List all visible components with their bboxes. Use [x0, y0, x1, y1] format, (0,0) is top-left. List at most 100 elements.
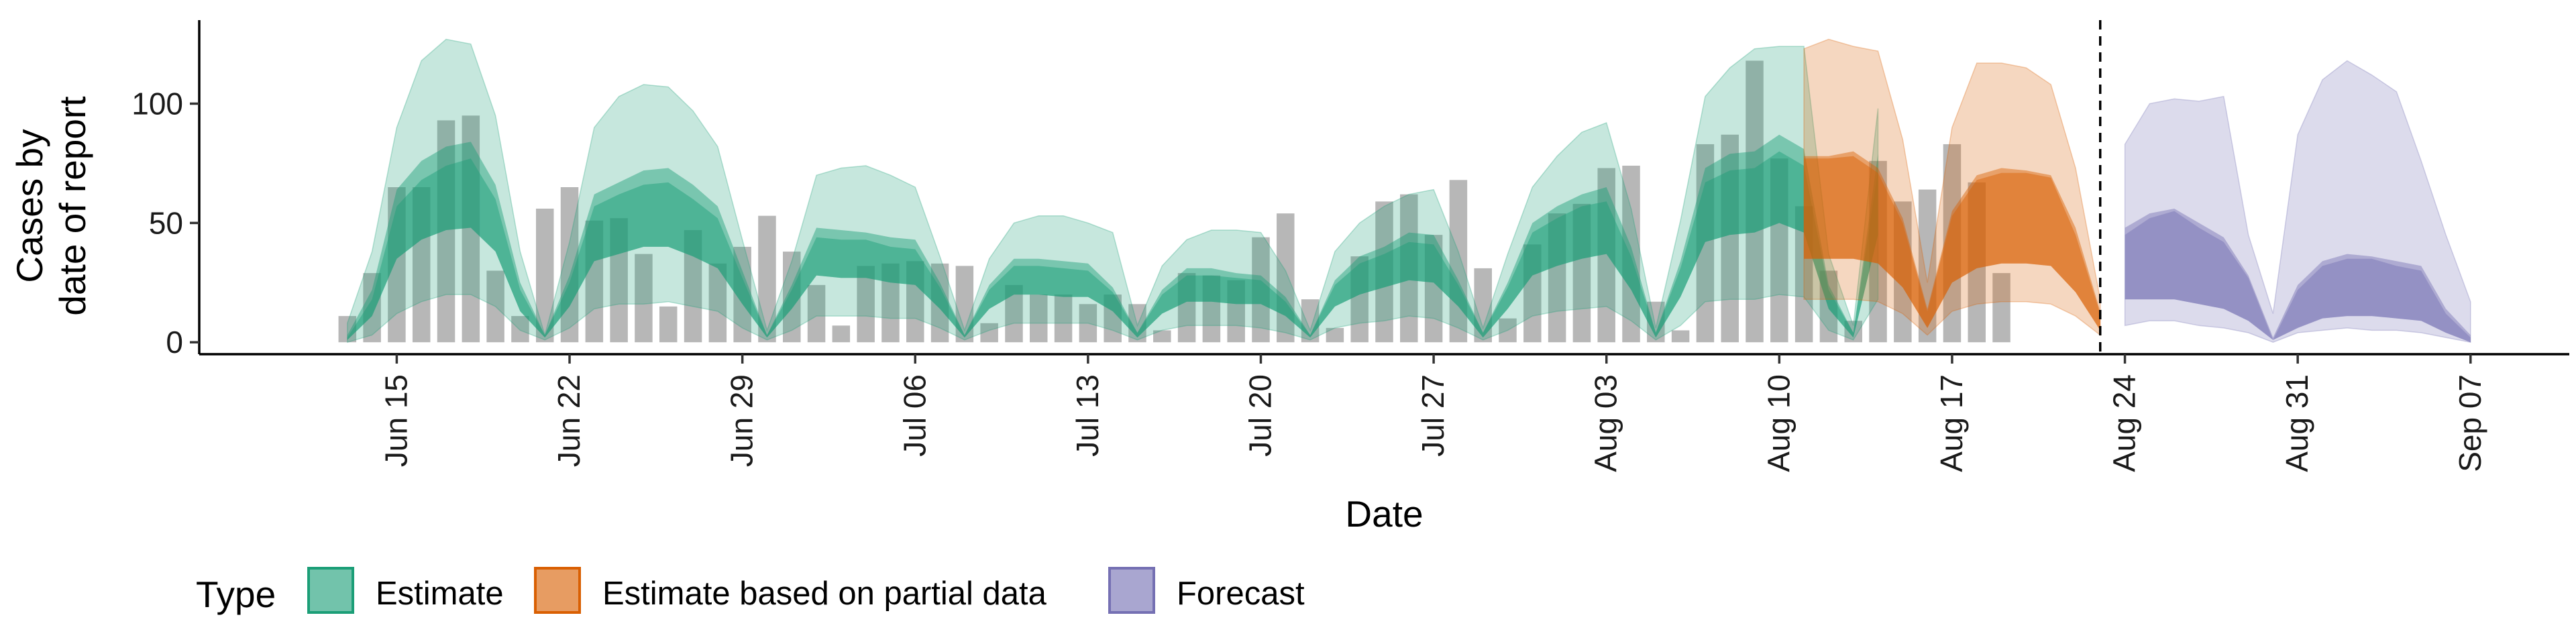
bar [783, 252, 801, 343]
bar [486, 270, 504, 343]
x-tick-label: Aug 10 [1761, 374, 1796, 472]
bar [1819, 270, 1838, 343]
bars-layer [338, 60, 2010, 343]
x-tick-label: Aug 03 [1589, 374, 1623, 472]
bar [1474, 268, 1492, 343]
x-tick-label: Jun 29 [724, 374, 759, 467]
x-tick-label: Sep 07 [2453, 374, 2487, 472]
x-tick-label: Jun 15 [378, 374, 413, 467]
bar [363, 273, 381, 343]
x-tick-label: Jul 06 [897, 374, 932, 457]
bar [881, 263, 900, 343]
bar [733, 246, 751, 343]
legend-item-estimate: Estimate [307, 567, 504, 614]
bar [462, 115, 480, 343]
axes-layer: 0 50 100 Jun 15 Jun 22 Jun 29 Jul 06 Jul 13 Jul … [9, 20, 2569, 535]
x-tick-label: Jul 27 [1415, 374, 1450, 457]
x-tick-label: Aug 31 [2279, 374, 2314, 472]
bar [659, 306, 678, 343]
bar [708, 263, 727, 343]
legend-title: Type [196, 574, 276, 615]
bar [1277, 213, 1295, 343]
bar [535, 209, 554, 343]
legend-key [307, 567, 354, 614]
x-tick-label: Jun 22 [551, 374, 586, 467]
bar [1770, 158, 1788, 343]
bar [1943, 144, 1962, 343]
bar [1054, 294, 1073, 343]
legend-label: Estimate [376, 576, 504, 612]
bar [980, 323, 998, 343]
inner-interval-band [347, 151, 1878, 340]
legend-item-forecast: Forecast [1108, 567, 1305, 614]
bar [1894, 201, 1912, 343]
bar [1104, 294, 1122, 343]
bar [1499, 318, 1517, 343]
legend: Type Estimate Estimate based on partial da… [196, 567, 1305, 615]
bar [1227, 280, 1245, 343]
bar [684, 230, 702, 343]
bar [930, 263, 949, 343]
bar [1968, 182, 1986, 343]
bar [857, 266, 875, 343]
bar [1721, 134, 1739, 343]
bar [1301, 299, 1320, 343]
bar [1177, 273, 1196, 343]
bar [1523, 244, 1542, 343]
y-axis-title-line: date of report [52, 96, 93, 315]
series-estimate [347, 38, 1879, 343]
bar [635, 254, 653, 343]
x-tick-label: Jul 20 [1242, 374, 1277, 457]
series-estimate-based-on-partial-data [1803, 38, 2101, 337]
bar [1597, 168, 1615, 343]
bar [1424, 235, 1443, 343]
bar [412, 187, 431, 343]
bar [832, 325, 851, 343]
bar [1079, 304, 1097, 343]
bar [1030, 294, 1048, 343]
bar [1992, 273, 2010, 343]
bar [1350, 256, 1368, 343]
bar [1252, 237, 1270, 343]
x-axis-title: Date [1345, 493, 1423, 535]
bar [1153, 330, 1171, 343]
middle-interval-band [347, 134, 1878, 340]
x-tick-label: Aug 24 [2107, 374, 2142, 472]
bar [906, 261, 924, 343]
inner-interval-band [2125, 211, 2471, 343]
y-tick-label: 100 [131, 87, 183, 121]
bar [807, 284, 826, 343]
series-forecast [2124, 60, 2471, 343]
bar [1572, 203, 1591, 343]
bar [1746, 60, 1764, 343]
outer-interval-band [2124, 60, 2471, 343]
bar [1869, 160, 1887, 343]
bar [758, 215, 776, 343]
y-tick-label: 50 [149, 205, 183, 240]
y-tick-label: 0 [166, 325, 183, 360]
bar [1326, 327, 1344, 343]
bar [955, 266, 974, 343]
bar [1671, 330, 1690, 343]
bar [338, 316, 357, 343]
bar [610, 218, 628, 343]
inner-interval-band [1804, 156, 2100, 331]
middle-interval-band [1804, 151, 2100, 331]
y-axis-title: Cases bydate of report [9, 96, 93, 315]
bar [585, 220, 604, 343]
bar [1647, 301, 1665, 343]
bar [511, 316, 529, 343]
bar [1128, 304, 1146, 343]
ribbons-layer [347, 38, 2471, 343]
bar [388, 187, 406, 343]
bar [1400, 194, 1418, 343]
bar [1375, 201, 1393, 343]
outer-interval-band [347, 38, 1879, 343]
y-axis-title-line: Cases by [9, 129, 50, 283]
legend-label: Estimate based on partial data [602, 576, 1047, 612]
legend-item-estimate-based-on-partial-data: Estimate based on partial data [534, 567, 1047, 614]
bar [1449, 180, 1468, 343]
legend-key [1108, 567, 1155, 614]
bar [1794, 206, 1813, 343]
